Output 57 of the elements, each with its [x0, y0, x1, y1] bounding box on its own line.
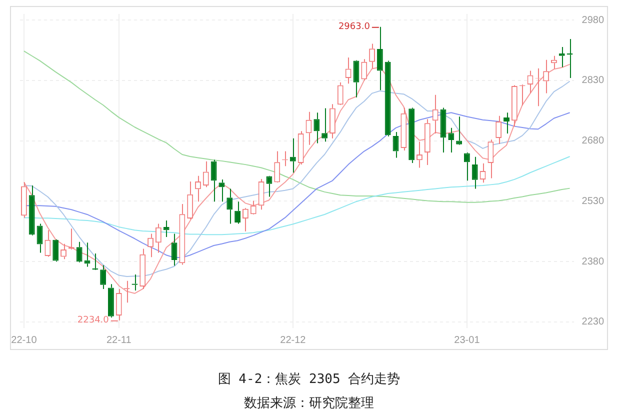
candlestick — [511, 84, 518, 127]
candlestick — [322, 108, 328, 142]
candlestick — [76, 241, 82, 263]
candlestick — [488, 139, 494, 179]
candlestick — [266, 176, 272, 198]
candlestick — [171, 233, 178, 266]
y-tick-label: 2380 — [582, 256, 604, 268]
candlestick — [456, 116, 462, 144]
candlestick — [234, 201, 241, 224]
candlestick — [218, 178, 225, 202]
x-tick-label: 22-10 — [11, 334, 38, 346]
source-note: 数据来源：研究院整理 — [243, 395, 375, 412]
candlestick — [179, 204, 186, 266]
candlestick — [337, 82, 344, 105]
y-tick-label: 2530 — [582, 196, 604, 207]
candlestick — [376, 26, 383, 91]
candlestick — [432, 94, 438, 134]
annotation: 2963.0 — [338, 22, 370, 32]
candlestick — [543, 59, 550, 94]
annotation: 2234.0 — [77, 316, 110, 326]
candlestick — [400, 107, 407, 151]
y-tick-label: 2230 — [582, 316, 604, 328]
y-tick-label: 2830 — [582, 75, 604, 86]
candlestick — [384, 60, 391, 137]
candlestick — [392, 131, 399, 158]
candlestick — [155, 223, 162, 254]
x-tick-label: 23-01 — [454, 334, 480, 346]
candlestick — [448, 127, 454, 153]
candlestick — [36, 223, 43, 254]
candlestick — [202, 160, 209, 188]
y-tick-label: 2980 — [582, 14, 604, 26]
candlestick — [314, 112, 320, 144]
y-tick-label: 2680 — [582, 136, 604, 147]
candlestick — [496, 115, 502, 145]
candlestick — [100, 264, 106, 290]
x-tick-label: 22-11 — [106, 334, 132, 346]
candlestick — [20, 182, 27, 218]
candlestick — [330, 104, 336, 139]
x-tick-label: 22-12 — [280, 334, 306, 346]
candlestick — [116, 288, 122, 321]
candlestick — [187, 180, 194, 220]
candlestick — [408, 107, 415, 164]
candlestick — [108, 284, 114, 318]
candlestick — [140, 248, 146, 290]
text: 图 4-2：焦炭 2305 合约走势 — [216, 371, 402, 388]
candlestick — [226, 188, 233, 224]
candlestick — [290, 138, 296, 174]
candlestick — [472, 156, 478, 190]
candlestick — [424, 118, 430, 166]
candlestick — [298, 130, 304, 166]
candlestick — [210, 159, 217, 202]
candlestick — [44, 230, 51, 258]
candlestick — [361, 58, 368, 81]
candlestick — [28, 184, 35, 236]
candlestick — [558, 46, 565, 68]
candlestick — [353, 60, 360, 98]
candlestick — [369, 43, 375, 69]
